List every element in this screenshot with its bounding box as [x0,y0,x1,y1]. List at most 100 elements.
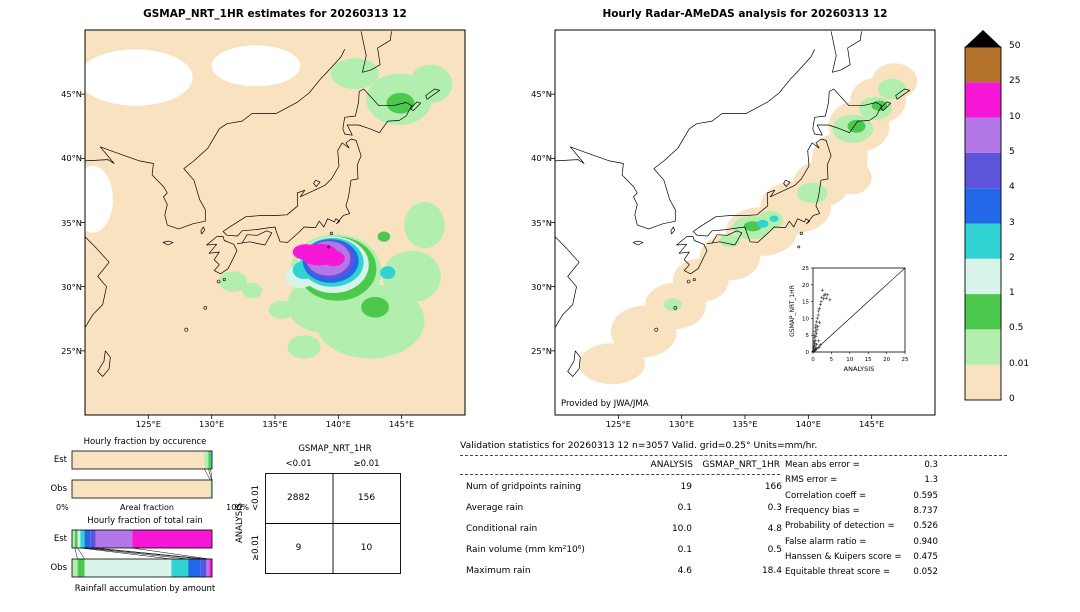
contingency-row-header-1: <0.01 [251,484,261,512]
colorbar-tick-label: 25 [1009,76,1021,87]
x-tick-label: 145°E [859,419,885,429]
score-row: Probability of detection = 0.526 [785,521,1075,536]
inset-xlabel: ANALYSIS [844,365,875,373]
score-label: False alarm ratio = [785,536,867,547]
score-value: 0.3 [924,460,938,470]
precip-blobs [72,45,453,359]
score-value: 0.052 [913,567,938,578]
score-row: RMS error = 1.3 [785,475,1075,490]
stat-row: Num of gridpoints raining 19 166 [460,482,782,503]
pct100-label: 100% [226,503,249,512]
x-tick-label: 130°E [199,419,225,429]
score-value: 0.940 [913,536,938,547]
svg-text:5: 5 [806,333,810,339]
areal-fraction-label: Areal fraction [120,503,174,512]
est-label-totalrain: Est [53,534,67,544]
y-tick-label: 25°N [531,345,552,356]
colorbar-tick-label: 1 [1009,288,1015,299]
svg-text:0: 0 [806,350,810,356]
occurrence-bars-svg [71,450,213,499]
gsmap-map-panel: GSMAP_NRT_1HR estimates for 20260313 12 … [61,8,466,434]
svg-text:5: 5 [830,357,834,363]
radar-map-panel: Hourly Radar-AMeDAS analysis for 2026031… [531,8,936,434]
colorbar-svg [964,30,1002,401]
stat-gsmap-value: 0.3 [767,503,782,513]
colorbar-tick-label: 50 [1009,41,1021,51]
score-label: Correlation coeff = [785,490,867,501]
svg-text:15: 15 [865,357,872,363]
score-row: Mean abs error = 0.3 [785,460,1075,475]
occurrence-chart-title: Hourly fraction by occurence [83,437,207,447]
validation-stats: Validation statistics for 20260313 12 n=… [458,438,1080,612]
colorbar-tick-label: 5 [1009,146,1015,157]
stats-col-analysis: ANALYSIS [650,460,693,470]
x-tick-label: 145°E [389,419,415,429]
y-tick-label: 25°N [61,345,82,356]
score-label: Equitable threat score = [785,567,891,578]
score-label: Hanssen & Kuipers score = [785,551,902,562]
stat-gsmap-value: 18.4 [761,566,782,576]
svg-text:25: 25 [802,266,809,272]
contingency-cell-01: 156 [357,493,376,503]
score-label: Probability of detection = [785,521,895,532]
stat-label: Average rain [466,503,524,513]
total-rain-bars-svg [71,529,213,578]
colorbar-tick-label: 2 [1009,252,1015,263]
obs-label-occurrence: Obs [50,484,67,494]
score-value: 0.526 [913,521,938,532]
stat-row: Conditional rain 10.0 4.8 [460,524,782,545]
svg-text:20: 20 [802,283,809,289]
gsmap-map-svg [72,29,466,419]
score-row: Equitable threat score = 0.052 [785,567,1075,582]
stat-row: Rain volume (mm km²10⁶) 0.1 0.5 [460,545,782,566]
stat-analysis-value: 0.1 [677,503,692,513]
score-value: 1.3 [924,475,938,486]
svg-text:0: 0 [811,357,815,363]
stats-title: Validation statistics for 20260313 12 n=… [460,440,818,451]
stats-col-gsmap: GSMAP_NRT_1HR [702,460,780,470]
inset-scatter-svg: ANALYSIS GSMAP_NRT_1HR 00 5 5 10 10 15 15 20 20 2… [789,266,909,373]
colorbar-tick-label: 0.01 [1009,358,1030,369]
svg-text:20: 20 [883,357,890,363]
y-tick-label: 35°N [61,217,82,228]
precip-blobs [579,63,918,385]
y-tick-label: 30°N [61,281,82,292]
scatter-points [811,288,832,353]
score-value: 0.475 [913,551,938,562]
radar-map-title: Hourly Radar-AMeDAS analysis for 2026031… [602,8,888,20]
contingency-table: GSMAP_NRT_1HR <0.01 ≥0.01 ANALYSIS <0.01… [235,440,420,605]
stat-analysis-value: 0.1 [677,545,692,555]
accumulation-title: Rainfall accumulation by amount [74,584,216,594]
pct0-label: 0% [56,503,69,512]
score-value: 8.737 [913,505,938,516]
stat-analysis-value: 4.6 [677,566,692,576]
stat-gsmap-value: 0.5 [767,545,782,555]
svg-text:25: 25 [902,357,909,363]
colorbar-tick-label: 4 [1009,182,1015,193]
score-label: Frequency bias = [785,505,860,516]
overflow-triangle [965,30,1001,47]
stat-analysis-value: 10.0 [671,524,692,534]
stat-label: Rain volume (mm km²10⁶) [466,545,585,555]
stat-row: Maximum rain 4.6 18.4 [460,566,782,587]
scatter-inset: ANALYSIS GSMAP_NRT_1HR 0 0 5 5 10 10 15 15 20 20 2… [787,263,919,381]
stat-gsmap-value: 166 [764,482,782,492]
y-tick-label: 45°N [531,89,552,100]
gsmap-map-title: GSMAP_NRT_1HR estimates for 20260313 12 [143,8,407,20]
contingency-cell-00: 2882 [287,493,310,503]
est-label-occurrence: Est [53,455,67,465]
obs-label-totalrain: Obs [50,563,67,573]
x-tick-label: 140°E [325,419,351,429]
score-label: Mean abs error = [785,460,860,470]
score-label: RMS error = [785,475,838,486]
fraction-charts: Hourly fraction by occurence Est Obs 0% … [45,434,250,610]
y-tick-label: 45°N [61,89,82,100]
score-row: Frequency bias = 8.737 [785,506,1075,521]
x-tick-label: 140°E [795,419,821,429]
colorbar-tick-label: 0.5 [1009,323,1024,334]
contingency-col-header-1: <0.01 [285,459,312,469]
x-tick-label: 135°E [262,419,288,429]
contingency-cell-11: 10 [360,543,373,553]
svg-text:10: 10 [846,357,853,363]
